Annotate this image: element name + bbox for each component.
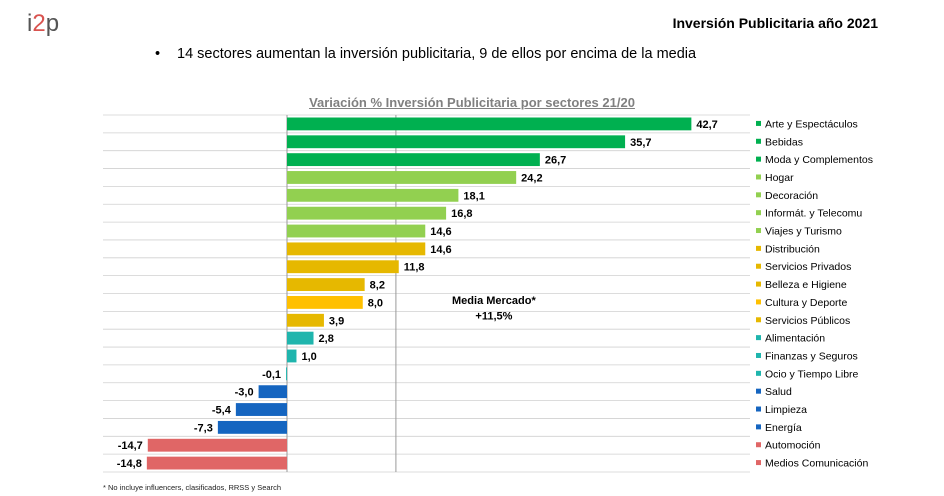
report-title: Inversión Publicitaria año 2021 — [672, 15, 878, 31]
legend-label-10: Cultura y Deporte — [765, 297, 847, 309]
legend-label-4: Decoración — [765, 190, 818, 202]
data-label-15: -3,0 — [235, 387, 254, 399]
bar-4 — [287, 188, 459, 202]
legend-label-18: Automoción — [765, 440, 821, 452]
legend-label-8: Servicios Privados — [765, 261, 851, 273]
bullet-text: • 14 sectores aumentan la inversión publi… — [155, 46, 696, 62]
bar-3 — [287, 171, 517, 184]
legend-swatch-7 — [756, 245, 761, 251]
legend-swatch-12 — [756, 335, 761, 341]
legend-swatch-5 — [756, 210, 761, 216]
reference-label-title: Media Mercado* — [452, 295, 536, 307]
legend-label-16: Limpieza — [765, 404, 807, 416]
legend-label-6: Viajes y Turismo — [765, 226, 842, 238]
legend-swatch-10 — [756, 299, 761, 305]
data-label-14: -0,1 — [262, 369, 281, 381]
data-label-16: -5,4 — [212, 405, 232, 417]
bar-13 — [287, 349, 297, 363]
data-label-2: 26,7 — [545, 155, 566, 167]
legend-swatch-1 — [756, 138, 761, 144]
data-label-3: 24,2 — [521, 172, 542, 184]
data-label-8: 11,8 — [404, 262, 425, 274]
data-label-6: 14,6 — [430, 226, 451, 238]
legend-swatch-8 — [756, 263, 761, 269]
legend-label-3: Hogar — [765, 172, 794, 184]
bar-8 — [287, 260, 399, 274]
bar-5 — [287, 206, 447, 220]
data-label-1: 35,7 — [630, 137, 651, 149]
data-label-19: -14,8 — [117, 458, 142, 470]
footnote: * No incluye influencers, clasificados, … — [103, 483, 281, 492]
data-label-5: 16,8 — [451, 208, 472, 220]
legend-label-7: Distribución — [765, 243, 820, 255]
i2p-logo: i2p — [27, 10, 60, 37]
legend-label-19: Medios Comunicación — [765, 458, 868, 470]
data-label-7: 14,6 — [430, 244, 451, 256]
legend-swatch-15 — [756, 388, 761, 394]
data-label-13: 1,0 — [301, 351, 316, 363]
bar-14 — [286, 367, 287, 381]
chart-title: Variación % Inversión Publicitaria por s… — [309, 95, 635, 110]
data-label-4: 18,1 — [463, 190, 484, 202]
legend-label-14: Ocio y Tiempo Libre — [765, 368, 859, 380]
bullet-label: 14 sectores aumentan la inversión public… — [177, 46, 697, 62]
bar-9 — [287, 278, 365, 291]
bar-7 — [287, 242, 426, 256]
legend-swatch-19 — [756, 460, 761, 466]
legend-swatch-3 — [756, 174, 761, 180]
legend-swatch-13 — [756, 352, 761, 358]
legend-label-11: Servicios Públicos — [765, 315, 850, 327]
legend-swatch-0 — [756, 120, 761, 126]
legend-label-15: Salud — [765, 386, 792, 398]
data-label-18: -14,7 — [118, 440, 143, 452]
data-label-10: 8,0 — [368, 297, 383, 309]
data-label-9: 8,2 — [370, 280, 385, 292]
data-label-12: 2,8 — [319, 333, 334, 345]
bar-19 — [146, 456, 287, 470]
legend-label-5: Informát. y Telecomu — [765, 208, 862, 220]
legend-swatch-17 — [756, 424, 761, 430]
reference-label-value: +11,5% — [475, 310, 512, 322]
bar-16 — [235, 403, 287, 416]
bullet-icon: • — [155, 46, 161, 62]
legend-swatch-18 — [756, 442, 761, 448]
legend-swatch-14 — [756, 370, 761, 376]
legend-label-17: Energía — [765, 422, 802, 434]
bar-6 — [287, 224, 426, 238]
legend-swatch-4 — [756, 192, 761, 198]
bar-1 — [287, 135, 626, 149]
legend-label-0: Arte y Espectáculos — [765, 118, 858, 130]
legend-swatch-9 — [756, 281, 761, 287]
legend-label-9: Belleza e Higiene — [765, 279, 847, 291]
bar-0 — [287, 117, 692, 131]
bar-17 — [217, 420, 287, 434]
legend-swatch-6 — [756, 228, 761, 234]
bar-2 — [287, 153, 540, 167]
data-label-0: 42,7 — [696, 119, 717, 131]
legend-label-2: Moda y Complementos — [765, 154, 873, 166]
legend-swatch-16 — [756, 406, 761, 412]
bar-12 — [287, 331, 314, 345]
bar-10 — [287, 296, 363, 309]
legend-label-1: Bebidas — [765, 136, 803, 148]
legend-swatch-11 — [756, 317, 761, 323]
data-label-17: -7,3 — [194, 422, 213, 434]
bar-11 — [287, 313, 324, 327]
bar-18 — [147, 438, 287, 452]
bar-15 — [258, 385, 287, 399]
legend-swatch-2 — [756, 156, 761, 162]
legend-label-12: Alimentación — [765, 333, 825, 345]
legend-label-13: Finanzas y Seguros — [765, 350, 858, 362]
data-label-11: 3,9 — [329, 315, 344, 327]
